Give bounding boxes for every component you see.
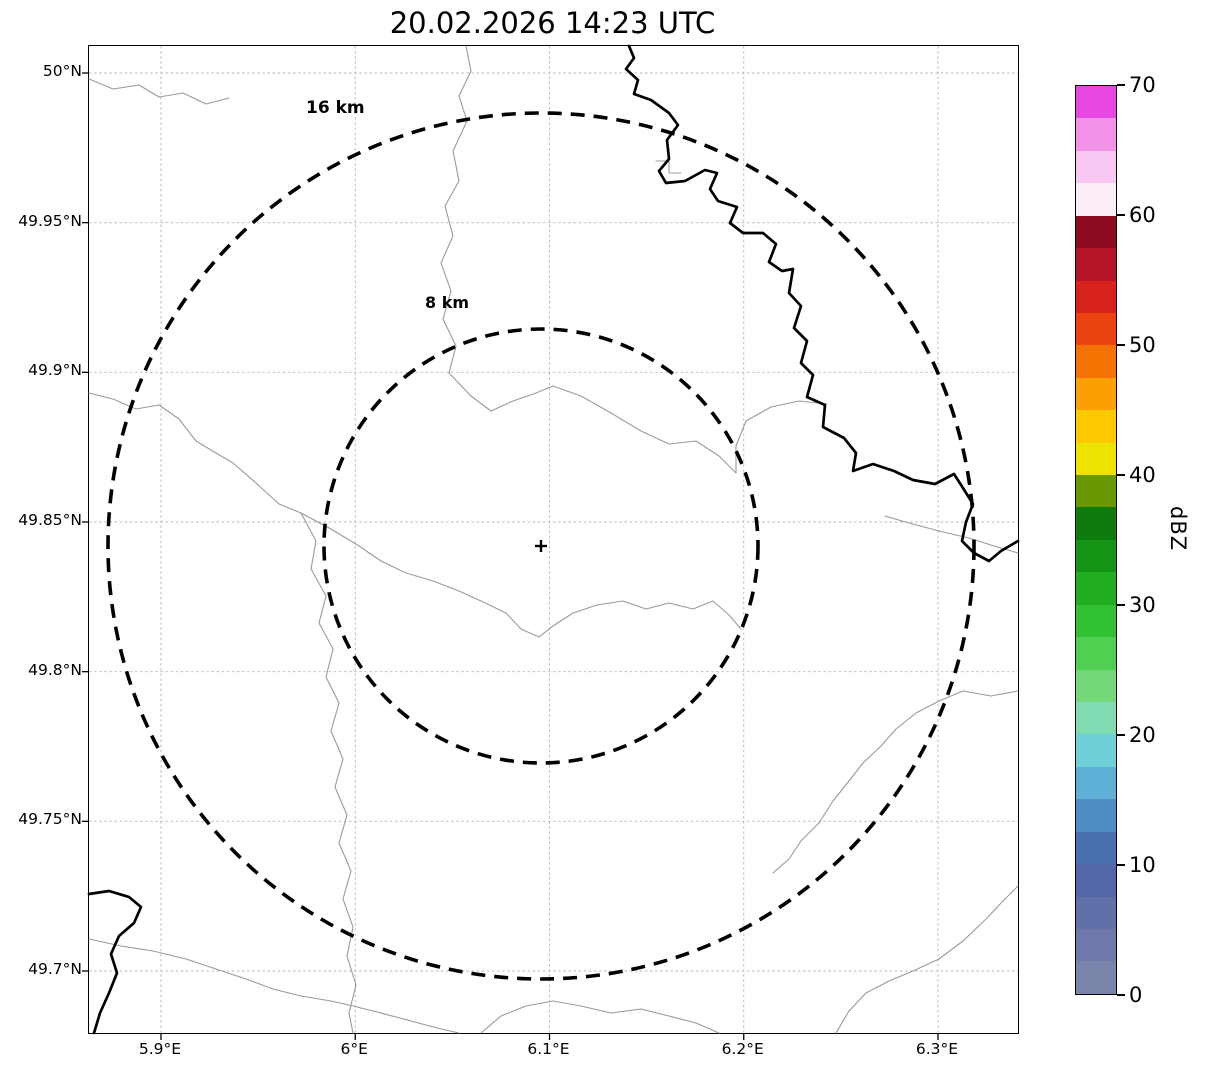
map-svg xyxy=(82,44,1020,1040)
colorbar-tick-label: 50 xyxy=(1129,333,1156,357)
colorbar-tick-label: 30 xyxy=(1129,593,1156,617)
colorbar-band xyxy=(1076,961,1116,994)
y-tick-label: 49.95°N xyxy=(18,211,82,230)
ring-label-8km: 8 km xyxy=(425,293,470,312)
range-ring-16km xyxy=(106,111,976,981)
border-line xyxy=(300,512,742,638)
colorbar-tick-mark xyxy=(1117,474,1125,476)
colorbar-tick-mark xyxy=(1117,214,1125,216)
colorbar-tick-label: 20 xyxy=(1129,723,1156,747)
colorbar-band xyxy=(1076,864,1116,897)
border-line xyxy=(552,385,737,474)
river-line xyxy=(624,44,1020,563)
border-line xyxy=(440,45,554,412)
colorbar-band xyxy=(1076,345,1116,378)
colorbar-band xyxy=(1076,377,1116,411)
colorbar-band xyxy=(1076,604,1116,638)
border-line xyxy=(88,392,197,442)
plot-title: 20.02.2026 14:23 UTC xyxy=(389,6,716,40)
colorbar-tick-mark xyxy=(1117,604,1125,606)
map-borders xyxy=(87,44,1020,1035)
river-line xyxy=(87,889,143,1035)
y-tick-label: 49.9°N xyxy=(28,361,82,380)
border-line xyxy=(88,938,460,1034)
border-line xyxy=(835,885,1019,1034)
colorbar-tick-label: 70 xyxy=(1129,73,1156,97)
colorbar-tick-mark xyxy=(1117,344,1125,346)
border-line xyxy=(884,515,1019,554)
colorbar-band xyxy=(1076,896,1116,929)
colorbar-tick-label: 60 xyxy=(1129,203,1156,227)
colorbar-tick-mark xyxy=(1117,84,1125,86)
colorbar-tick-mark xyxy=(1117,864,1125,866)
x-tick-label: 6.3°E xyxy=(915,1040,959,1058)
colorbar-band xyxy=(1076,539,1116,573)
colorbar-band xyxy=(1076,150,1116,184)
colorbar-tick-label: 0 xyxy=(1129,983,1143,1007)
colorbar-band xyxy=(1076,507,1116,540)
colorbar-tick-mark xyxy=(1117,734,1125,736)
y-tick-label: 49.75°N xyxy=(18,810,82,829)
range-ring-8km xyxy=(322,327,760,765)
colorbar-band xyxy=(1076,702,1116,735)
y-tick-label: 49.7°N xyxy=(28,960,82,978)
colorbar-band xyxy=(1076,248,1116,281)
colorbar-band xyxy=(1076,410,1116,443)
colorbar-tick-label: 40 xyxy=(1129,463,1156,487)
colorbar-band xyxy=(1076,86,1116,119)
colorbar-band xyxy=(1076,669,1116,703)
ring-label-16km: 16 km xyxy=(306,98,365,118)
x-tick-label: 5.9°E xyxy=(138,1040,182,1058)
colorbar-band xyxy=(1076,766,1116,800)
colorbar-band xyxy=(1076,183,1116,216)
colorbar-tick-label: 10 xyxy=(1129,853,1156,877)
border-line xyxy=(195,440,357,1034)
axis-ticks xyxy=(82,72,939,1040)
border-line xyxy=(735,400,828,474)
colorbar-band xyxy=(1076,280,1116,313)
colorbar-label: dBZ xyxy=(1166,506,1190,552)
border-line xyxy=(480,1000,720,1034)
colorbar-band xyxy=(1076,442,1116,476)
colorbar-tick-mark xyxy=(1117,994,1125,996)
colorbar-band xyxy=(1076,734,1116,767)
colorbar-band xyxy=(1076,475,1116,508)
y-tick-label: 50°N xyxy=(42,62,82,80)
colorbar-band xyxy=(1076,572,1116,605)
gridlines xyxy=(89,46,1018,1033)
colorbar xyxy=(1075,85,1117,995)
map-plot-area: 16 km 8 km xyxy=(82,44,1020,1040)
colorbar-band xyxy=(1076,215,1116,249)
colorbar-band xyxy=(1076,637,1116,670)
colorbar-band xyxy=(1076,118,1116,151)
range-rings xyxy=(106,111,976,981)
border-line xyxy=(88,78,230,105)
x-tick-label: 6°E xyxy=(340,1040,368,1058)
border-line xyxy=(655,160,682,174)
radar-center-marker xyxy=(535,540,547,552)
border-line xyxy=(772,690,1019,874)
x-tick-label: 6.1°E xyxy=(527,1040,570,1058)
colorbar-band xyxy=(1076,928,1116,962)
x-tick-label: 6.2°E xyxy=(721,1040,764,1058)
y-tick-label: 49.85°N xyxy=(18,511,82,529)
colorbar-band xyxy=(1076,831,1116,865)
colorbar-band xyxy=(1076,312,1116,346)
y-tick-label: 49.8°N xyxy=(28,660,82,679)
colorbar-band xyxy=(1076,799,1116,832)
